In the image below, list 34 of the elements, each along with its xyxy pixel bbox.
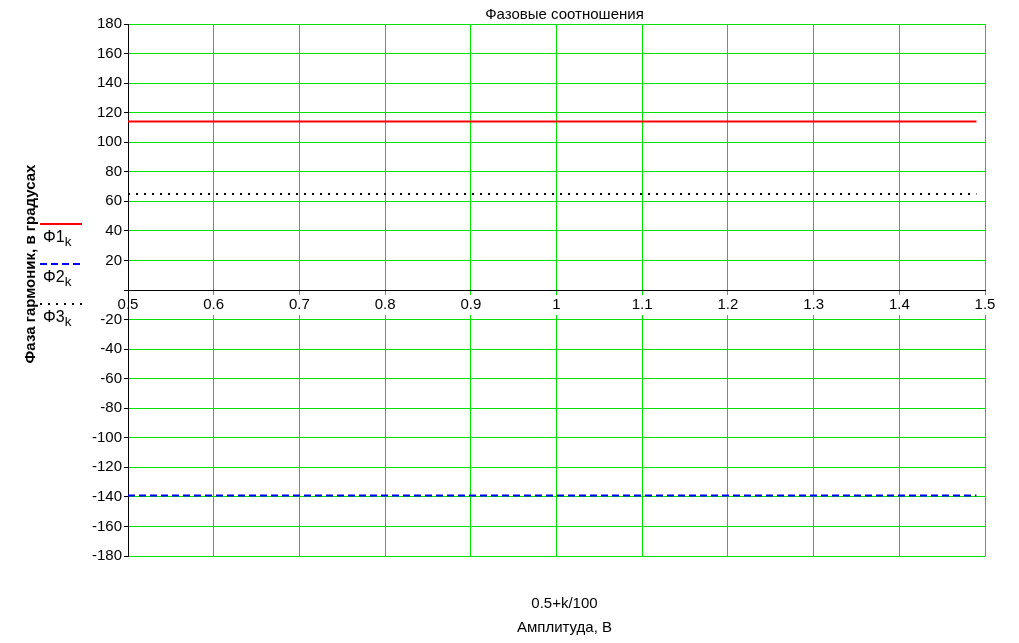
y-tick-label: -180	[91, 546, 122, 564]
x-tick-label: 0.9	[460, 295, 482, 313]
y-tick-label: -100	[91, 427, 122, 445]
y-tick-label: 100	[96, 132, 122, 150]
x-tick-label: 1.5	[974, 295, 996, 313]
x-tick-label: 1.2	[717, 295, 739, 313]
x-tick-label: 1.1	[631, 295, 653, 313]
legend-label: Φ3$_{k}$	[42, 308, 72, 332]
y-tick-label: -140	[91, 487, 122, 505]
y-tick-label: -80	[100, 398, 122, 416]
x-tick-label: 1	[552, 295, 561, 313]
y-tick-label: 40	[105, 221, 122, 239]
x-tick-label: 0.6	[203, 295, 225, 313]
x-tick-label: 1.4	[888, 295, 910, 313]
y-tick-label: -120	[91, 457, 122, 475]
y-tick-label: 120	[96, 102, 122, 120]
y-tick-label: -40	[100, 339, 122, 357]
legend-label: Φ1$_{k}$	[42, 228, 72, 252]
x-tick-label: 0.8	[374, 295, 396, 313]
y-axis-title: Фаза гармоник, в градусах	[20, 164, 38, 364]
y-tick-label: 60	[105, 191, 122, 209]
y-tick-label: -160	[91, 516, 122, 534]
x-tick-label: 0.7	[288, 295, 310, 313]
y-tick-label: 80	[105, 161, 122, 179]
y-tick-label: 160	[96, 43, 122, 61]
y-tick-label: 20	[105, 250, 122, 268]
chart-title: Фазовые соотношения	[485, 5, 644, 22]
legend-label: Φ2$_{k}$	[42, 268, 72, 292]
x-axis-title: 0.5+k/100 Амплитуда, В	[516, 594, 613, 635]
x-tick-label: 1.3	[803, 295, 825, 313]
y-tick-label: -60	[100, 368, 122, 386]
y-tick-label: -20	[100, 309, 122, 327]
y-tick-label: 140	[96, 73, 122, 91]
y-tick-label: 180	[96, 14, 122, 32]
